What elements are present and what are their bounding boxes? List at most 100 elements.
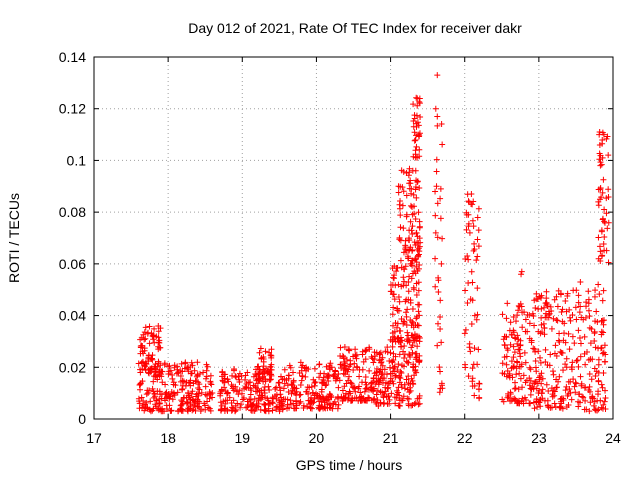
data-point xyxy=(371,356,378,363)
data-point xyxy=(544,402,551,409)
data-point xyxy=(600,176,607,183)
data-point xyxy=(469,217,476,224)
data-point xyxy=(202,383,209,390)
data-point xyxy=(341,343,348,350)
data-point xyxy=(581,384,588,391)
data-point xyxy=(403,313,410,320)
data-point xyxy=(157,325,164,332)
data-point xyxy=(356,366,363,373)
data-point xyxy=(184,399,191,406)
data-point xyxy=(553,293,560,300)
data-point xyxy=(303,388,310,395)
data-point xyxy=(471,382,478,389)
data-point xyxy=(601,342,608,349)
data-point xyxy=(139,378,146,385)
data-point xyxy=(579,393,586,400)
data-point xyxy=(539,386,546,393)
data-point xyxy=(156,368,163,375)
data-point xyxy=(562,387,569,394)
data-point xyxy=(195,403,202,410)
data-point xyxy=(233,374,240,381)
data-point xyxy=(142,324,149,331)
data-point xyxy=(520,372,527,379)
data-point xyxy=(376,351,383,358)
data-point xyxy=(169,375,176,382)
data-point xyxy=(516,346,523,353)
data-point xyxy=(436,389,443,396)
data-point xyxy=(535,348,542,355)
data-point xyxy=(206,389,213,396)
data-point xyxy=(473,316,480,323)
data-point xyxy=(598,161,605,168)
data-point xyxy=(203,361,210,368)
data-point xyxy=(166,368,173,375)
data-point xyxy=(393,372,400,379)
data-point xyxy=(361,388,368,395)
data-point xyxy=(476,380,483,387)
data-point xyxy=(582,397,589,404)
data-point xyxy=(416,338,423,345)
data-point xyxy=(557,290,564,297)
data-point xyxy=(395,294,402,301)
data-point xyxy=(300,402,307,409)
data-point xyxy=(605,219,612,226)
data-point xyxy=(503,361,510,368)
data-point xyxy=(370,359,377,366)
plot-frame xyxy=(93,56,614,420)
data-point xyxy=(203,367,210,374)
data-point xyxy=(397,257,404,264)
data-point xyxy=(432,188,439,195)
data-point xyxy=(475,205,482,212)
data-point xyxy=(434,72,441,79)
data-point xyxy=(475,227,482,234)
data-point xyxy=(146,340,153,347)
data-point xyxy=(194,371,201,378)
data-point xyxy=(603,210,610,217)
data-point xyxy=(244,404,251,411)
y-tick-label: 0.02 xyxy=(59,359,86,375)
data-point xyxy=(597,248,604,255)
data-point xyxy=(207,372,214,379)
data-point xyxy=(527,366,534,373)
data-point xyxy=(298,377,305,384)
data-point xyxy=(350,367,357,374)
data-point xyxy=(564,290,571,297)
data-point xyxy=(411,372,418,379)
data-point xyxy=(577,373,584,380)
data-point xyxy=(596,291,603,298)
data-point xyxy=(521,309,528,316)
data-point xyxy=(508,397,515,404)
data-point xyxy=(528,337,535,344)
data-point xyxy=(591,293,598,300)
data-point xyxy=(334,395,341,402)
axis-ticks: 17 18 19 20 21 22 23 24 0 0.02 0.04 0.06 0.08 0.1 0.12… xyxy=(59,49,621,446)
data-point xyxy=(433,183,440,190)
data-point xyxy=(466,229,473,236)
data-point xyxy=(542,358,549,365)
data-point xyxy=(179,407,186,414)
data-point xyxy=(555,378,562,385)
data-point xyxy=(543,288,550,295)
data-point xyxy=(332,368,339,375)
data-point xyxy=(379,375,386,382)
data-point xyxy=(135,395,142,402)
data-point xyxy=(202,402,209,409)
data-point xyxy=(500,398,507,405)
data-point xyxy=(412,136,419,143)
data-point xyxy=(596,156,603,163)
data-point xyxy=(474,311,481,318)
data-point xyxy=(600,241,607,248)
data-point xyxy=(531,297,538,304)
data-point xyxy=(602,395,609,402)
data-point xyxy=(600,321,607,328)
data-point xyxy=(507,319,514,326)
data-point xyxy=(251,395,258,402)
data-point xyxy=(517,375,524,382)
data-point xyxy=(285,372,292,379)
data-point xyxy=(150,394,157,401)
data-point xyxy=(346,347,353,354)
data-point xyxy=(195,390,202,397)
data-point xyxy=(468,320,475,327)
data-point xyxy=(471,345,478,352)
data-point xyxy=(388,390,395,397)
